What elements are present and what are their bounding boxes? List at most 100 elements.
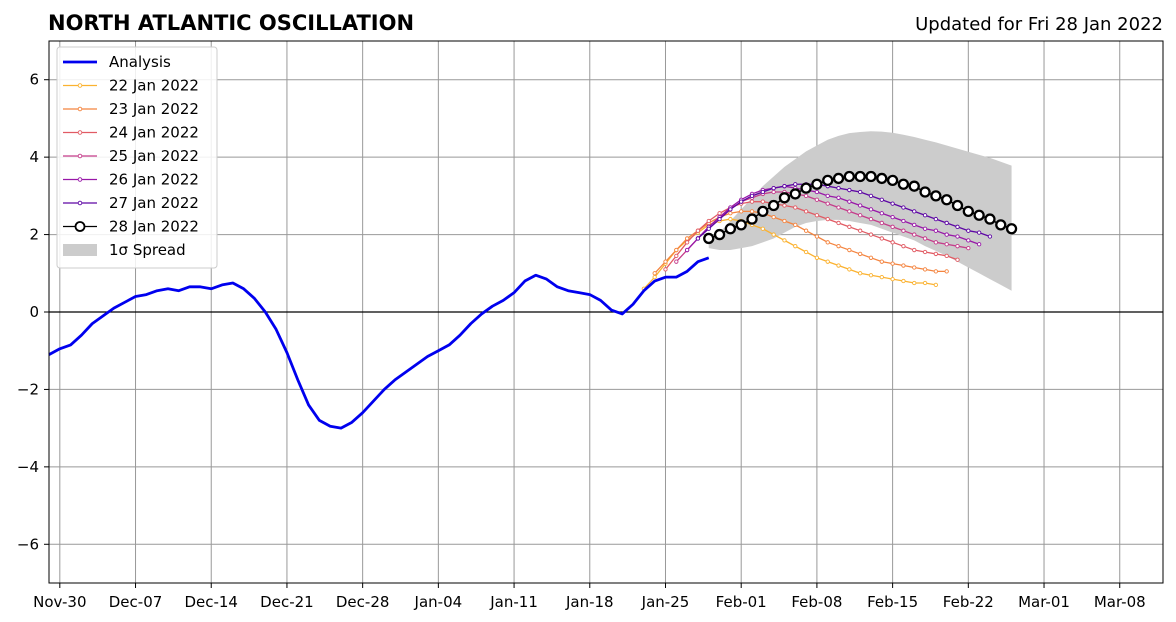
forecast-point [854,170,866,183]
forecast-point [922,280,928,286]
forecast-point [922,267,928,272]
forecast-point [793,182,798,187]
y-tick-label: 4 [29,148,39,166]
forecast-point [728,216,733,222]
forecast-point [778,192,791,204]
forecast-point [865,170,877,183]
forecast-point [847,187,852,193]
forecast-point [652,271,657,276]
x-axis: Nov-30 Dec-07 Dec-14 Dec-21 Dec-28 Jan-04 Jan-… [33,583,1146,611]
forecast-point [825,216,830,222]
y-tick-label: −6 [17,535,39,553]
forecast-point [908,180,920,192]
forecast-point [868,216,874,222]
forecast-point [749,199,755,204]
x-tick-label: Feb-15 [867,593,918,611]
forecast-point [976,230,982,235]
forecast-point [760,199,765,204]
forecast-point [933,216,939,222]
forecast-point [793,244,798,249]
forecast-point [922,249,928,255]
forecast-point [825,201,830,206]
forecast-point [858,228,863,233]
forecast-point [717,216,722,222]
forecast-series [663,199,960,272]
forecast-point [919,186,931,198]
forecast-point [706,226,711,231]
forecast-point [922,226,928,231]
forecast-point [868,207,874,212]
forecast-point [912,265,917,270]
forecast-point [966,228,971,233]
forecast-point [782,238,787,243]
forecast-point [1005,223,1018,235]
forecast-point [912,280,917,286]
legend-swatch-marker [77,200,83,206]
forecast-point [930,190,942,202]
forecast-point [901,263,906,268]
series-layer [48,170,1018,430]
forecast-point [879,259,884,264]
forecast-point [976,242,982,247]
forecast-point [944,269,949,274]
forecast-point [984,213,996,225]
forecast-point [814,234,820,239]
forecast-point [684,240,690,245]
y-tick-label: 2 [29,226,39,244]
legend-label: 22 Jan 2022 [109,77,199,95]
forecast-series [695,182,993,241]
forecast-point [746,213,758,225]
forecast-point [933,240,939,245]
forecast-point [717,211,722,216]
forecast-point [876,172,888,185]
legend-swatch-marker [77,153,83,159]
forecast-point [955,257,960,262]
forecast-point [890,224,895,229]
legend-label: 1σ Spread [109,241,186,259]
forecast-point [836,205,841,210]
forecast-point [749,193,755,199]
forecast-point [901,278,906,284]
forecast-point [847,224,852,229]
forecast-point [858,203,863,208]
forecast-point [836,244,841,249]
forecast-point [868,255,874,260]
forecast-point [933,269,939,274]
forecast-point [814,255,820,260]
forecast-point [890,214,895,220]
forecast-point [757,205,769,217]
forecast-point [832,172,845,185]
forecast-point [868,232,874,237]
forecast-point [922,213,928,218]
forecast-point [713,228,726,241]
forecast-point [782,184,787,189]
forecast-point [879,275,884,280]
forecast-point [858,189,863,195]
legend-label: 23 Jan 2022 [109,100,199,118]
forecast-point [771,189,776,195]
spread-layer [708,131,1012,291]
legend-swatch-marker [77,177,83,182]
forecast-point [858,213,863,218]
forecast-point [843,170,855,183]
forecast-point [879,211,884,216]
forecast-point [703,232,715,245]
forecast-series [703,170,1018,245]
forecast-point [739,199,744,204]
forecast-point [674,253,679,259]
y-tick-label: −4 [17,458,39,476]
forecast-point [944,242,949,247]
x-tick-label: Feb-22 [943,593,994,611]
legend: Analysis 22 Jan 2022 23 Jan 2022 24 Jan 202… [56,46,218,269]
forecast-point [858,251,863,257]
forecast-point [868,193,874,199]
forecast-point [951,199,964,212]
legend-label: 24 Jan 2022 [109,124,199,142]
forecast-point [706,218,711,224]
forecast-point [814,189,820,195]
forecast-point [886,174,899,187]
forecast-point [771,232,776,237]
legend-swatch-spread [63,244,97,256]
forecast-point [771,214,776,220]
forecast-point [973,209,985,221]
